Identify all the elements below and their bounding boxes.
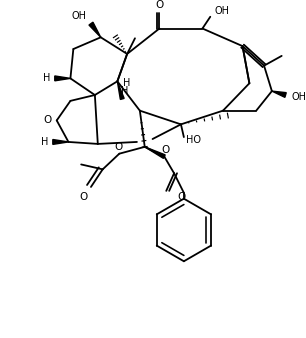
Text: OH: OH (215, 6, 230, 16)
Polygon shape (89, 22, 101, 37)
Text: OH: OH (72, 11, 87, 21)
Text: H: H (123, 78, 131, 88)
Text: H: H (43, 73, 50, 83)
Text: OH: OH (292, 92, 306, 102)
Text: O: O (44, 116, 52, 125)
Polygon shape (53, 140, 69, 144)
Polygon shape (272, 91, 286, 97)
Polygon shape (55, 76, 70, 81)
Text: O: O (161, 145, 170, 155)
Text: HO: HO (186, 135, 201, 145)
Text: O: O (178, 192, 186, 202)
Text: H: H (121, 86, 129, 96)
Text: O: O (79, 192, 87, 202)
Text: O: O (114, 142, 122, 152)
Text: H: H (41, 137, 49, 147)
Polygon shape (145, 147, 165, 159)
Polygon shape (118, 81, 124, 99)
Text: O: O (155, 0, 163, 10)
